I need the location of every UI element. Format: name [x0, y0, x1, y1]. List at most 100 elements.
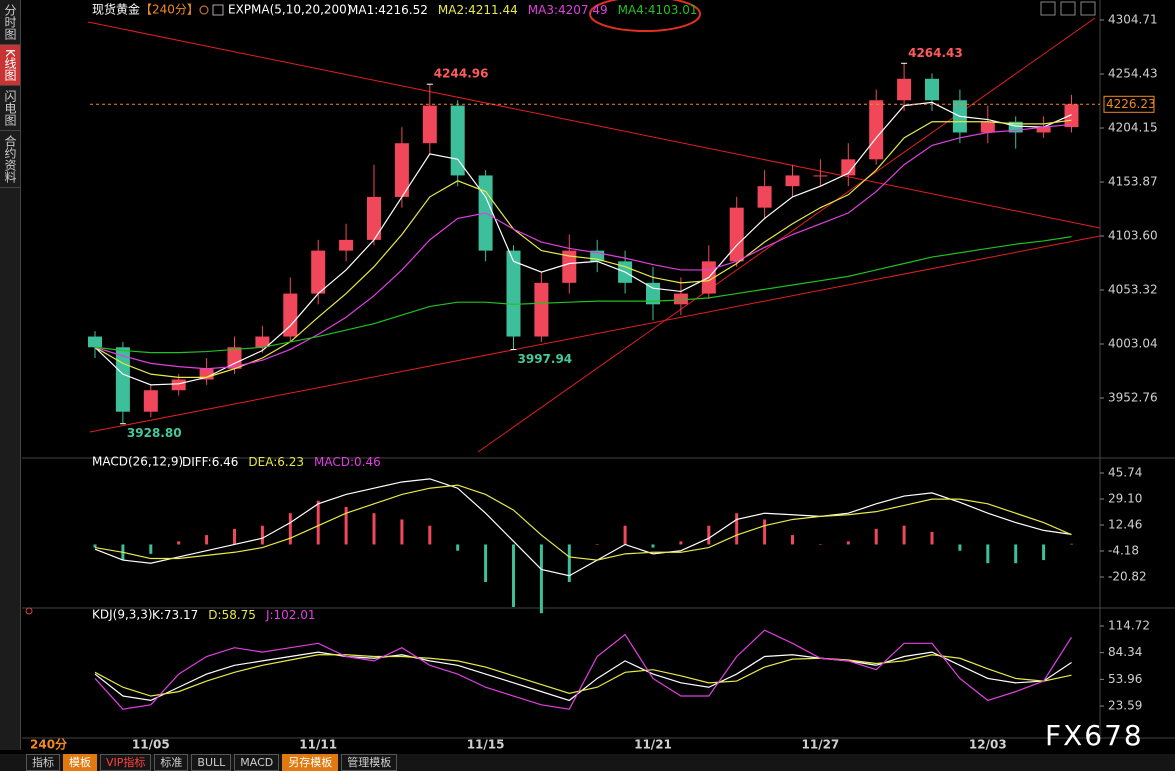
- toolbar-button[interactable]: BULL: [191, 754, 232, 771]
- y-tick-label: 84.34: [1108, 645, 1142, 659]
- macd-bar: [1070, 543, 1073, 545]
- candle-body: [227, 347, 242, 369]
- y-tick-label: -20.82: [1108, 570, 1147, 584]
- legend-value: 4216.52: [378, 3, 428, 17]
- macd-bar: [372, 513, 376, 545]
- legend-name: MA1:: [348, 3, 378, 17]
- y-tick-label: 4153.87: [1108, 175, 1158, 189]
- legend-entry: D:58.75: [208, 608, 256, 622]
- trend-line: [87, 21, 1101, 229]
- candle-body: [450, 105, 465, 176]
- x-tick-label: 11/11: [299, 738, 337, 752]
- y-tick-label: 3952.76: [1108, 391, 1158, 405]
- legend-name: MA4:: [618, 3, 648, 17]
- macd-bar: [735, 513, 739, 545]
- trend-line: [477, 17, 1096, 453]
- candle-body: [729, 207, 744, 262]
- tab[interactable]: 合约资料: [0, 131, 20, 188]
- candle-body: [841, 159, 856, 176]
- sidebar: 分时图 K线图 闪电图 合约资料: [0, 0, 21, 750]
- macd-bar: [707, 525, 711, 545]
- x-tick-label: 11/15: [467, 738, 505, 752]
- candle-body: [1008, 121, 1023, 133]
- window-icon[interactable]: [1040, 1, 1056, 16]
- x-tick-label: 11/21: [634, 738, 672, 752]
- panel-title: KDJ(9,3,3): [92, 608, 153, 622]
- macd-bar: [205, 535, 209, 545]
- x-tick-label: 11/27: [802, 738, 840, 752]
- y-tick-label: 12.46: [1108, 518, 1142, 532]
- macd-bar: [1042, 544, 1046, 561]
- highlight-circle: [589, 0, 701, 32]
- legend-entry: MACD:0.46: [314, 455, 381, 469]
- candle-body: [171, 379, 186, 391]
- candle-body: [897, 78, 912, 101]
- legend-value: 4103.01: [648, 3, 698, 17]
- y-tick-label: 4204.15: [1108, 121, 1158, 135]
- annotation: 3928.80: [127, 426, 182, 440]
- candle-body: [562, 250, 577, 283]
- macd-bar: [288, 513, 292, 545]
- y-tick-label: 4003.04: [1108, 337, 1158, 351]
- y-tick-label: 4254.43: [1108, 67, 1158, 81]
- toolbar-button[interactable]: 另存模板: [282, 754, 339, 771]
- toolbar-button[interactable]: VIP指标: [100, 754, 152, 771]
- candle-body: [367, 196, 381, 240]
- macd-bar: [679, 541, 683, 545]
- candle-body: [394, 143, 409, 197]
- indicator-line: [94, 478, 1072, 577]
- legend-value: 6.23: [277, 455, 304, 469]
- legend-name: DIFF:: [182, 455, 212, 469]
- window-icon[interactable]: [1080, 1, 1096, 16]
- toolbar-button[interactable]: MACD: [234, 754, 280, 771]
- macd-bar: [428, 525, 432, 545]
- legend-entry: MA4:4103.01: [618, 3, 698, 17]
- macd-bar: [846, 541, 850, 545]
- last-price-box: [1103, 95, 1155, 113]
- toolbar-button[interactable]: 标准: [154, 754, 189, 771]
- tab[interactable]: K线图: [0, 45, 20, 86]
- macd-bar: [456, 544, 460, 551]
- tab[interactable]: 闪电图: [0, 86, 20, 131]
- candle-body: [199, 368, 214, 380]
- macd-bar: [93, 544, 97, 548]
- toolbar-button[interactable]: 管理模板: [341, 754, 398, 771]
- candle-body: [339, 239, 354, 251]
- kdj-icon: [25, 607, 33, 615]
- toolbar-button[interactable]: 模板: [63, 754, 97, 771]
- y-tick-label: 114.72: [1108, 619, 1150, 633]
- macd-bar: [930, 531, 934, 545]
- window-icon[interactable]: [1060, 1, 1076, 16]
- candle-body: [506, 250, 521, 337]
- indicator-icon[interactable]: [212, 4, 224, 16]
- annotation: 4244.96: [434, 67, 489, 81]
- symbol: 现货黄金: [92, 2, 140, 17]
- legend-name: K:: [152, 608, 164, 622]
- candle-body: [1064, 104, 1079, 128]
- legend-entry: MA1:4216.52: [348, 3, 428, 17]
- candle-body: [255, 336, 270, 348]
- legend-value: 102.01: [274, 608, 316, 622]
- settings-icon[interactable]: [199, 5, 209, 15]
- x-tick-label: 12/03: [969, 738, 1007, 752]
- indicator-line: [94, 119, 1072, 378]
- indicator-line: [94, 484, 1072, 561]
- macd-bar: [763, 519, 767, 545]
- indicator-line: [94, 123, 1072, 370]
- legend-name: J:: [265, 608, 274, 622]
- legend-entry: DEA:6.23: [248, 455, 304, 469]
- macd-bar: [902, 525, 906, 545]
- macd-bar: [818, 544, 822, 545]
- legend-entry: J:102.01: [265, 608, 316, 622]
- indicator-line: [94, 654, 1072, 697]
- tab[interactable]: 分时图: [0, 0, 20, 45]
- macd-bar: [958, 544, 962, 551]
- legend-entry: DIFF:6.46: [182, 455, 238, 469]
- macd-bar: [512, 544, 515, 607]
- legend-value: 73.17: [164, 608, 198, 622]
- candle-body: [422, 105, 437, 144]
- y-tick-label: 4053.32: [1108, 283, 1158, 297]
- legend-name: MA2:: [438, 3, 468, 17]
- toolbar-button[interactable]: 指标: [26, 754, 60, 771]
